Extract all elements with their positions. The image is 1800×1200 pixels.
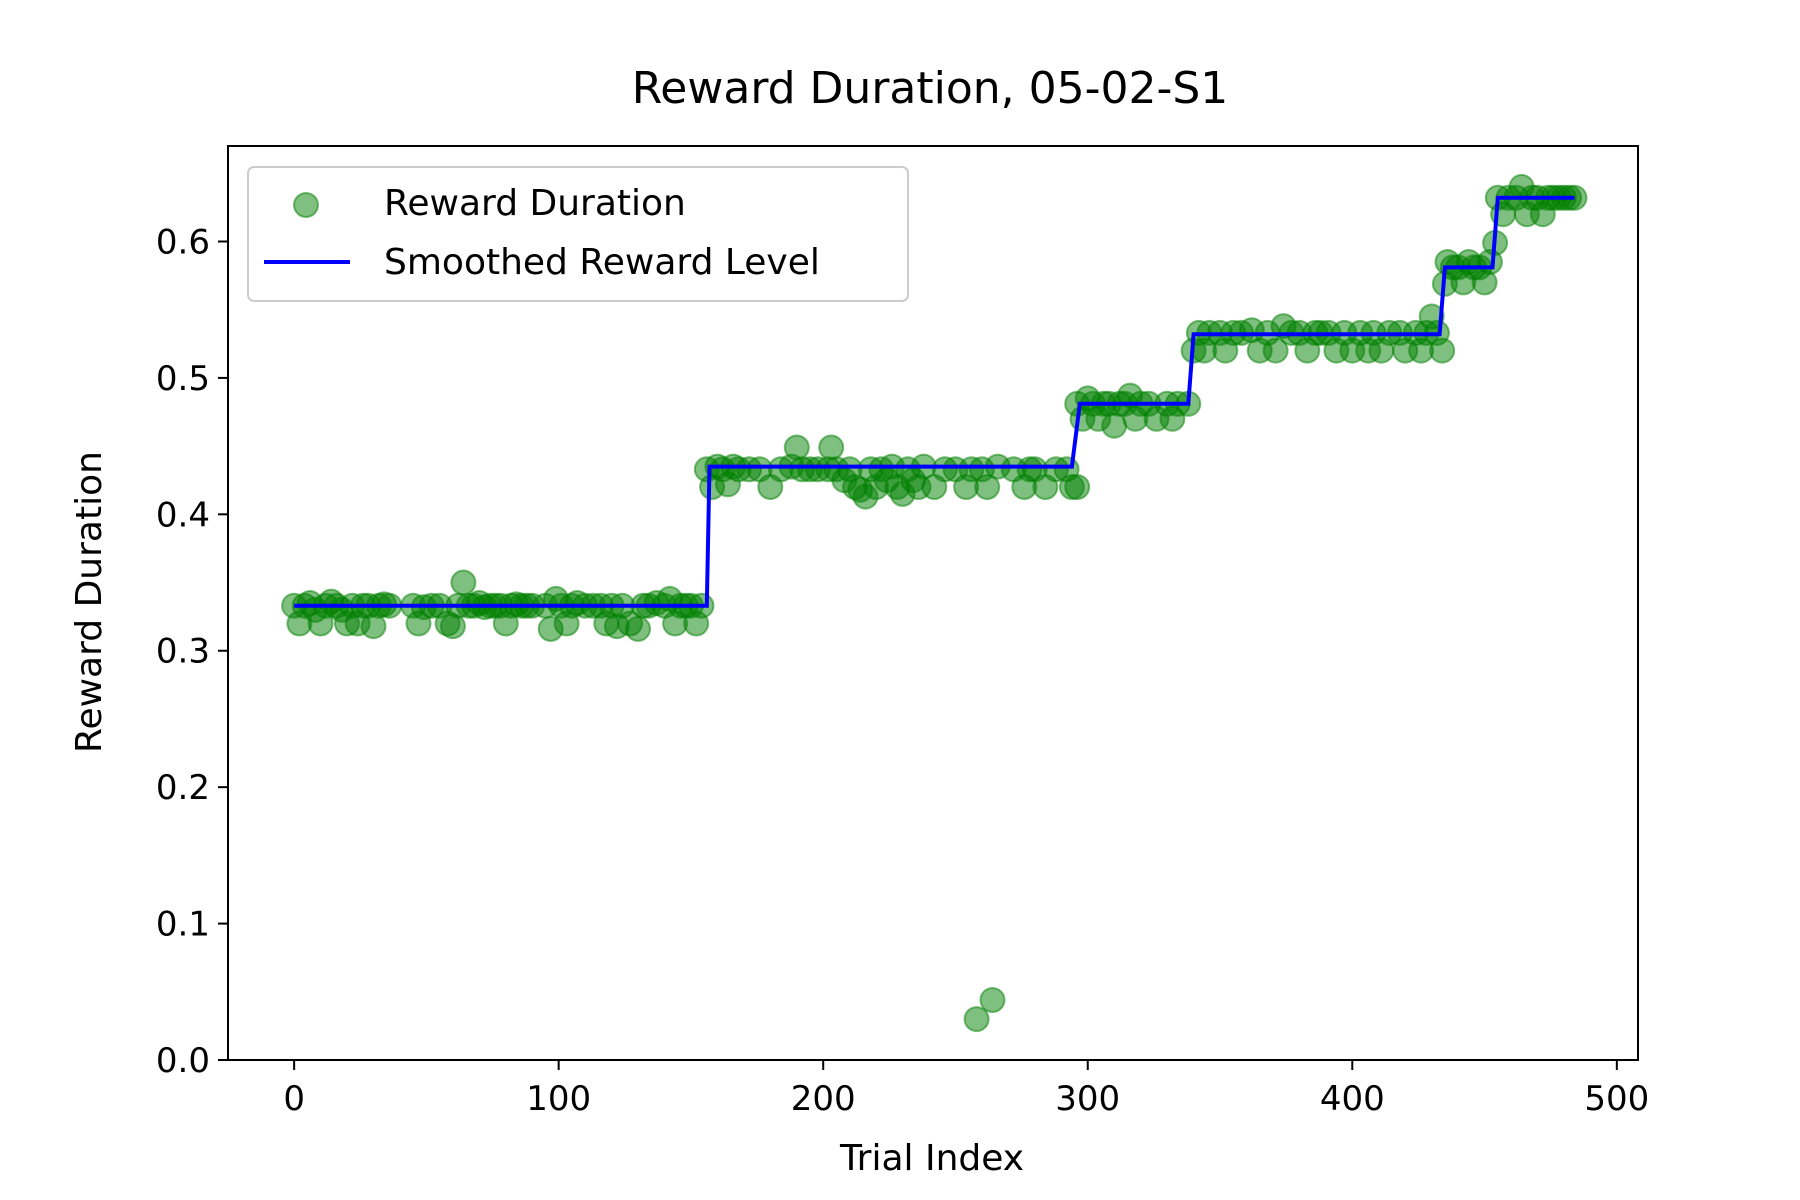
x-tick-label: 200 bbox=[791, 1079, 856, 1119]
scatter-point bbox=[450, 569, 477, 596]
y-axis-title: Reward Duration bbox=[69, 451, 110, 753]
scatter-point bbox=[1429, 337, 1456, 364]
y-tick-label: 0.2 bbox=[156, 768, 210, 808]
legend-label-smoothed-reward-level: Smoothed Reward Level bbox=[384, 242, 820, 283]
legend: Reward Duration Smoothed Reward Level bbox=[247, 166, 909, 302]
x-tick-label: 300 bbox=[1055, 1079, 1120, 1119]
scatter-point bbox=[1064, 474, 1091, 500]
scatter-point bbox=[1262, 337, 1289, 364]
plot-area bbox=[281, 173, 1588, 1033]
x-tick-label: 0 bbox=[283, 1079, 305, 1119]
scatter-point bbox=[818, 434, 845, 461]
scatter-point bbox=[783, 434, 810, 461]
x-tick-label: 100 bbox=[526, 1079, 591, 1119]
y-tick-label: 0.3 bbox=[156, 632, 210, 672]
scatter-point bbox=[979, 987, 1006, 1013]
x-tick-label: 400 bbox=[1320, 1079, 1385, 1119]
chart-title: Reward Duration, 05-02-S1 bbox=[632, 63, 1229, 114]
axes-frame bbox=[227, 145, 1639, 1061]
x-axis-title: Trial Index bbox=[839, 1138, 1024, 1179]
y-tick-label: 0.1 bbox=[156, 905, 210, 945]
scatter-point bbox=[974, 474, 1001, 500]
y-tick-label: 0.6 bbox=[156, 222, 210, 262]
y-tick-label: 0.5 bbox=[156, 359, 210, 399]
smoothed-reward-line bbox=[294, 195, 1575, 608]
axes: 0 100 200 300 400 500 0.0 0.1 0.2 0.3 0.4 0.5 0.6 bbox=[156, 145, 1649, 1119]
y-tick-label: 0.4 bbox=[156, 495, 210, 535]
x-tick-label: 500 bbox=[1584, 1079, 1649, 1119]
legend-box bbox=[247, 166, 909, 302]
y-tick-label: 0.0 bbox=[156, 1041, 210, 1081]
scatter-point bbox=[625, 615, 651, 642]
legend-label-reward-duration: Reward Duration bbox=[384, 183, 686, 224]
legend-scatter-marker bbox=[293, 192, 319, 218]
scatter-point bbox=[963, 1006, 990, 1033]
